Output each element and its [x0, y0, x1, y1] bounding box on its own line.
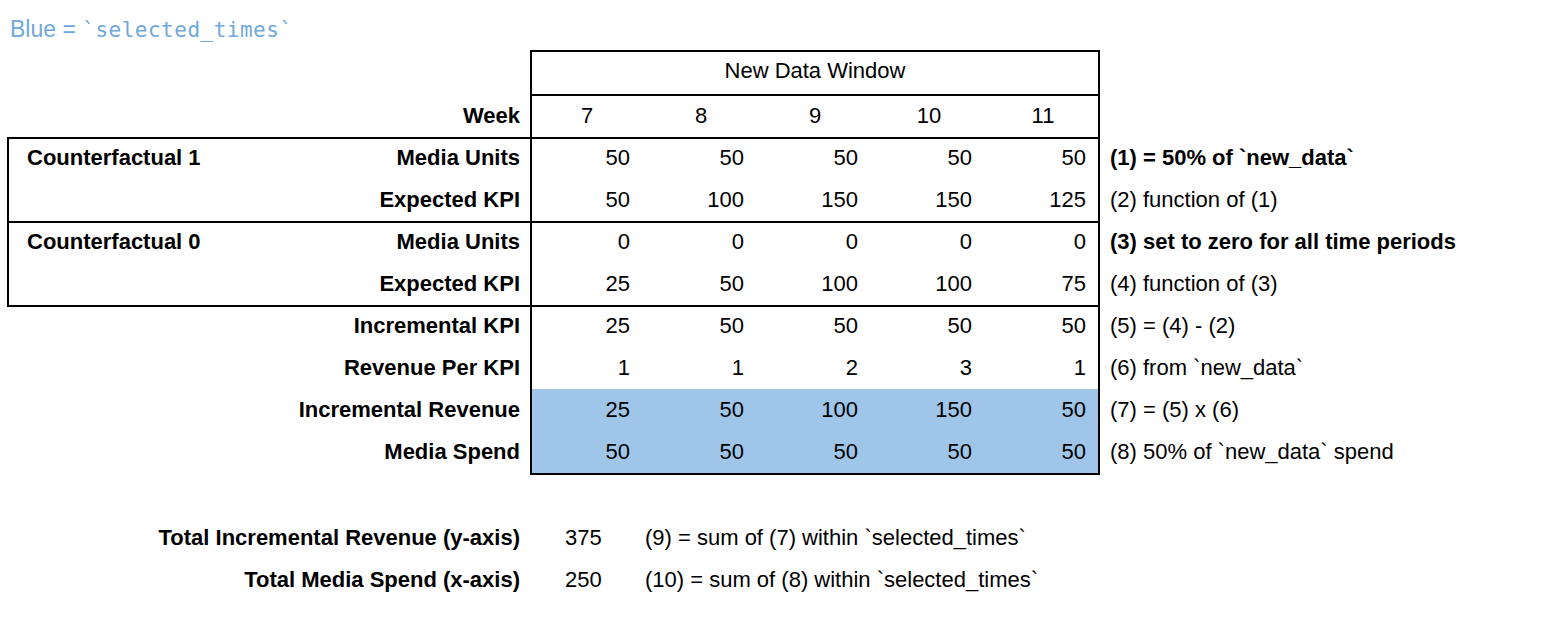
- cell-value: 150: [872, 179, 986, 221]
- legend-blue-selected-times: Blue = `selected_times`: [10, 16, 293, 43]
- cell-value: 75: [986, 263, 1100, 305]
- cell-value: 50: [530, 179, 644, 221]
- cell-value: 0: [758, 221, 872, 263]
- table-row-media-spend: Media Spend 50 50 50 50 50 (8) 50% of `n…: [0, 431, 1544, 473]
- row-label: Incremental Revenue: [0, 389, 530, 431]
- cell-value: 50: [644, 389, 758, 431]
- cell-value: 1: [986, 347, 1100, 389]
- new-data-window-header: New Data Window: [530, 50, 1100, 94]
- table-row-revenue-per-kpi: Revenue Per KPI 1 1 2 3 1 (6) from `new_…: [0, 347, 1544, 389]
- cell-value: 1: [644, 347, 758, 389]
- row-label: Media Units: [0, 221, 530, 263]
- total-media-spend-row: Total Media Spend (x-axis) 250 (10) = su…: [0, 559, 1544, 601]
- row-label: Expected KPI: [0, 179, 530, 221]
- cell-value: 150: [872, 389, 986, 431]
- cell-value: 50: [872, 137, 986, 179]
- row-label: Expected KPI: [0, 263, 530, 305]
- cell-value: 100: [758, 389, 872, 431]
- week-number: 7: [530, 94, 644, 137]
- cell-value: 0: [872, 221, 986, 263]
- cell-value: 100: [758, 263, 872, 305]
- cell-value: 50: [986, 137, 1100, 179]
- row-annotation: (5) = (4) - (2): [1100, 305, 1544, 347]
- legend-prefix-text: Blue =: [10, 16, 82, 42]
- cell-value: 50: [530, 137, 644, 179]
- table-row-incremental-kpi: Incremental KPI 25 50 50 50 50 (5) = (4)…: [0, 305, 1544, 347]
- cell-value: 25: [530, 305, 644, 347]
- cell-value: 3: [872, 347, 986, 389]
- cell-value: 100: [872, 263, 986, 305]
- total-label: Total Media Spend (x-axis): [0, 559, 530, 601]
- cell-value: 50: [530, 431, 644, 473]
- cell-value: 50: [644, 263, 758, 305]
- cell-value: 0: [530, 221, 644, 263]
- cell-value: 50: [758, 305, 872, 347]
- cell-value: 50: [758, 137, 872, 179]
- week-number: 10: [872, 94, 986, 137]
- table-row-media-units-cf0: Media Units 0 0 0 0 0 (3) set to zero fo…: [0, 221, 1544, 263]
- table-row-media-units-cf1: Media Units 50 50 50 50 50 (1) = 50% of …: [0, 137, 1544, 179]
- table-row-incremental-revenue: Incremental Revenue 25 50 100 150 50 (7)…: [0, 389, 1544, 431]
- row-label: Media Units: [0, 137, 530, 179]
- total-value: 250: [530, 559, 645, 601]
- total-incremental-revenue-row: Total Incremental Revenue (y-axis) 375 (…: [0, 517, 1544, 559]
- row-annotation: (6) from `new_data`: [1100, 347, 1544, 389]
- week-row: Week 7 8 9 10 11: [0, 94, 1544, 137]
- week-row-label: Week: [0, 94, 530, 137]
- row-label: Revenue Per KPI: [0, 347, 530, 389]
- cell-value: 50: [986, 305, 1100, 347]
- cell-value: 0: [644, 221, 758, 263]
- cell-value: 100: [644, 179, 758, 221]
- total-label: Total Incremental Revenue (y-axis): [0, 517, 530, 559]
- week-number: 8: [644, 94, 758, 137]
- row-annotation: (1) = 50% of `new_data`: [1100, 137, 1544, 179]
- total-annotation: (10) = sum of (8) within `selected_times…: [645, 559, 1544, 601]
- counterfactual-table-figure: Blue = `selected_times` Counterfactual 1…: [0, 0, 1544, 620]
- cell-value: 1: [530, 347, 644, 389]
- cell-value: 50: [872, 305, 986, 347]
- total-annotation: (9) = sum of (7) within `selected_times`: [645, 517, 1544, 559]
- cell-value: 125: [986, 179, 1100, 221]
- total-value: 375: [530, 517, 645, 559]
- cell-value: 50: [986, 389, 1100, 431]
- row-annotation: (4) function of (3): [1100, 263, 1544, 305]
- cell-value: 50: [644, 137, 758, 179]
- legend-code-text: `selected_times`: [82, 18, 292, 42]
- cell-value: 50: [644, 305, 758, 347]
- cell-value: 150: [758, 179, 872, 221]
- week-number: 9: [758, 94, 872, 137]
- cell-value: 2: [758, 347, 872, 389]
- row-annotation: (3) set to zero for all time periods: [1100, 221, 1544, 263]
- row-annotation: (2) function of (1): [1100, 179, 1544, 221]
- row-annotation: (7) = (5) x (6): [1100, 389, 1544, 431]
- cell-value: 0: [986, 221, 1100, 263]
- week-number: 11: [986, 94, 1100, 137]
- table-row-expected-kpi-cf1: Expected KPI 50 100 150 150 125 (2) func…: [0, 179, 1544, 221]
- row-annotation: (8) 50% of `new_data` spend: [1100, 431, 1544, 473]
- cell-value: 50: [644, 431, 758, 473]
- table-row-expected-kpi-cf0: Expected KPI 25 50 100 100 75 (4) functi…: [0, 263, 1544, 305]
- cell-value: 25: [530, 263, 644, 305]
- cell-value: 50: [986, 431, 1100, 473]
- row-label: Incremental KPI: [0, 305, 530, 347]
- cell-value: 50: [872, 431, 986, 473]
- cell-value: 50: [758, 431, 872, 473]
- cell-value: 25: [530, 389, 644, 431]
- row-label: Media Spend: [0, 431, 530, 473]
